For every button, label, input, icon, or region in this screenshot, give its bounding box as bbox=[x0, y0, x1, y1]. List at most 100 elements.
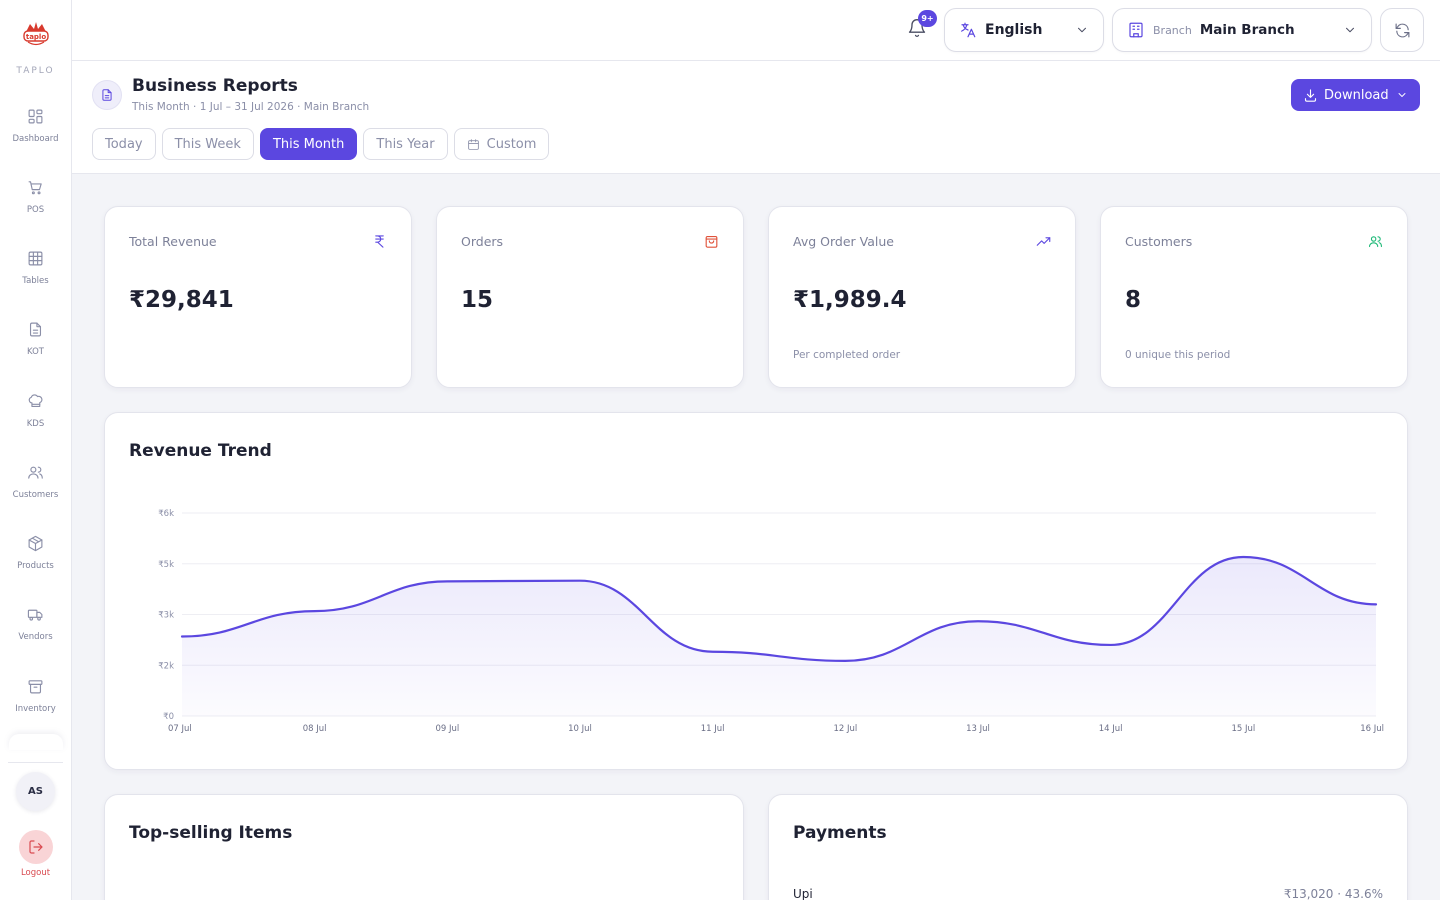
stat-card-total-revenue: Total Revenue ₹29,841 bbox=[104, 206, 412, 388]
x-tick-label: 13 Jul bbox=[966, 724, 990, 734]
stat-card-customers: Customers 8 0 unique this period bbox=[1100, 206, 1408, 388]
y-tick-label: ₹2k bbox=[158, 661, 174, 671]
user-avatar[interactable]: AS bbox=[16, 772, 55, 811]
sidebar-item-label: Inventory bbox=[15, 704, 56, 714]
logout-button[interactable] bbox=[19, 830, 53, 864]
page-header: Business Reports This Month · 1 Jul – 31… bbox=[72, 61, 1440, 174]
payment-row: Upi ₹13,020 · 43.6% bbox=[793, 887, 1383, 900]
logout-label[interactable]: Logout bbox=[20, 868, 51, 878]
box-icon bbox=[28, 535, 43, 552]
language-value: English bbox=[985, 22, 1043, 38]
stat-title: Total Revenue bbox=[129, 234, 217, 249]
rupee-icon bbox=[375, 235, 384, 248]
sidebar-item-vendors[interactable]: Vendors bbox=[0, 606, 71, 642]
users-icon bbox=[28, 466, 43, 479]
stat-title: Orders bbox=[461, 234, 504, 249]
notifications-button[interactable]: 9+ bbox=[907, 10, 937, 40]
stat-title: Avg Order Value bbox=[793, 234, 894, 249]
download-button[interactable]: Download bbox=[1291, 79, 1420, 111]
notification-badge: 9+ bbox=[918, 10, 937, 27]
grid-icon bbox=[28, 109, 43, 124]
branch-select[interactable]: Branch Main Branch bbox=[1112, 8, 1372, 52]
x-tick-label: 15 Jul bbox=[1231, 724, 1255, 734]
payment-amount: ₹13,020 · 43.6% bbox=[1283, 887, 1383, 900]
payment-method: Upi bbox=[793, 887, 813, 900]
taplo-logo[interactable]: taplo bbox=[20, 20, 52, 48]
refresh-icon bbox=[1395, 23, 1409, 37]
x-tick-label: 16 Jul bbox=[1360, 724, 1384, 734]
sidebar-item-customers[interactable]: Customers bbox=[0, 464, 71, 500]
sidebar-item-label: KOT bbox=[27, 347, 44, 357]
sidebar-item-label: Dashboard bbox=[12, 134, 59, 144]
page-title: Business Reports bbox=[132, 76, 298, 96]
stat-note: Per completed order bbox=[793, 349, 901, 361]
chevron-down-icon bbox=[1398, 93, 1406, 97]
filter-this-year[interactable]: This Year bbox=[363, 128, 448, 160]
archive-icon bbox=[28, 680, 43, 694]
trending-up-icon bbox=[1036, 237, 1051, 246]
filter-today[interactable]: Today bbox=[92, 128, 156, 160]
revenue-area bbox=[182, 556, 1376, 716]
sidebar-item-label: Products bbox=[17, 561, 54, 571]
sidebar-item-label: KDS bbox=[26, 419, 45, 429]
sidebar-item-inventory[interactable]: Inventory bbox=[0, 678, 71, 714]
filter-custom[interactable]: Custom bbox=[453, 128, 550, 160]
sidebar-item-label: POS bbox=[26, 205, 45, 215]
x-tick-label: 14 Jul bbox=[1099, 724, 1123, 734]
stat-note: 0 unique this period bbox=[1125, 349, 1231, 361]
logo-text: taplo bbox=[26, 33, 46, 41]
sidebar-item-label: Vendors bbox=[18, 632, 53, 642]
stat-value: ₹29,841 bbox=[129, 287, 234, 313]
document-icon bbox=[29, 322, 42, 337]
download-icon bbox=[1304, 88, 1317, 102]
stat-title: Customers bbox=[1125, 234, 1193, 249]
y-tick-label: ₹0 bbox=[163, 712, 174, 722]
table-icon bbox=[28, 251, 43, 266]
chef-hat-icon bbox=[28, 394, 43, 408]
top-selling-items-card: Top-selling Items bbox=[104, 794, 744, 900]
users-icon bbox=[1369, 236, 1382, 248]
y-tick-label: ₹6k bbox=[158, 509, 174, 519]
refresh-button[interactable] bbox=[1380, 8, 1424, 52]
x-tick-label: 07 Jul bbox=[168, 724, 192, 734]
brand-name: TAPLO bbox=[16, 66, 55, 76]
x-tick-label: 09 Jul bbox=[435, 724, 459, 734]
bell-icon bbox=[908, 19, 926, 38]
report-icon bbox=[92, 80, 122, 110]
cart-icon bbox=[28, 181, 42, 195]
x-tick-label: 11 Jul bbox=[701, 724, 725, 734]
filter-this-month[interactable]: This Month bbox=[259, 128, 358, 160]
logout-icon bbox=[29, 840, 43, 854]
download-label: Download bbox=[1324, 87, 1389, 103]
branch-label: Branch bbox=[1153, 23, 1192, 37]
y-tick-label: ₹3k bbox=[158, 611, 174, 621]
sidebar-item-pos[interactable]: POS bbox=[0, 179, 71, 215]
stat-value: 8 bbox=[1125, 287, 1142, 313]
chevron-down-icon bbox=[1345, 27, 1355, 33]
y-tick-label: ₹5k bbox=[158, 560, 174, 570]
stat-card-orders: Orders 15 bbox=[436, 206, 744, 388]
sidebar-item-kot[interactable]: KOT bbox=[0, 321, 71, 357]
stat-card-avg-order-value: Avg Order Value ₹1,989.4 Per completed o… bbox=[768, 206, 1076, 388]
branch-value: Main Branch bbox=[1199, 22, 1295, 38]
filter-this-week[interactable]: This Week bbox=[161, 128, 254, 160]
filter-custom-label: Custom bbox=[486, 136, 537, 152]
sidebar-item-label: Customers bbox=[12, 490, 59, 500]
sidebar-item-kds[interactable]: KDS bbox=[0, 393, 71, 429]
payments-card: Payments Upi ₹13,020 · 43.6% bbox=[768, 794, 1408, 900]
stat-value: 15 bbox=[461, 287, 494, 313]
x-tick-label: 08 Jul bbox=[303, 724, 327, 734]
sidebar-item-dashboard[interactable]: Dashboard bbox=[0, 108, 71, 144]
period-filters: Today This Week This Month This Year Cus… bbox=[92, 128, 550, 160]
stat-value: ₹1,989.4 bbox=[793, 287, 907, 313]
section-title: Payments bbox=[793, 823, 887, 843]
revenue-line bbox=[180, 555, 1378, 662]
revenue-trend-card: Revenue Trend ₹0 ₹2k ₹3k ₹5k ₹6k 07 Jul 08 Jul… bbox=[104, 412, 1408, 770]
page-subtitle: This Month · 1 Jul – 31 Jul 2026 · Main … bbox=[132, 101, 370, 113]
revenue-trend-chart: ₹0 ₹2k ₹3k ₹5k ₹6k 07 Jul 08 Jul 09 Jul 10 Jul 11… bbox=[158, 509, 1384, 734]
sidebar-item-tables[interactable]: Tables bbox=[0, 250, 71, 286]
sidebar-item-products[interactable]: Products bbox=[0, 535, 71, 571]
building-icon bbox=[1129, 22, 1143, 38]
x-tick-label: 12 Jul bbox=[833, 724, 857, 734]
language-select[interactable]: English bbox=[944, 8, 1104, 52]
